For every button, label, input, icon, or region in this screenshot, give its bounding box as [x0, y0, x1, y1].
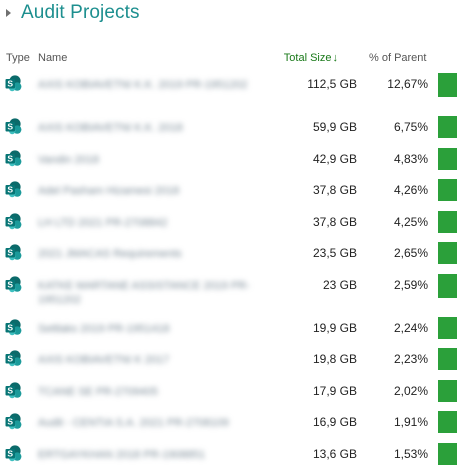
table-row[interactable]: S Audit - CENTIA S.A. 2021 PR-2708109 16,9…	[0, 410, 468, 442]
row-name[interactable]: AXIS KOBIAVETNI K.K. 2018	[38, 121, 258, 135]
row-percent-of-parent: 1,53%	[394, 447, 428, 461]
table-row[interactable]: S Vandin 2018 42,9 GB 4,83%	[0, 147, 468, 179]
row-percent-of-parent: 2,23%	[394, 352, 428, 366]
row-total-size: 23 GB	[323, 278, 357, 292]
svg-text:S: S	[7, 279, 13, 289]
column-header-percent-of-parent[interactable]: % of Parent	[369, 50, 426, 66]
row-total-size: 37,8 GB	[313, 215, 357, 229]
percent-bar	[438, 116, 457, 138]
svg-text:S: S	[7, 216, 13, 226]
row-total-size: 42,9 GB	[313, 152, 357, 166]
column-header-type[interactable]: Type	[6, 50, 30, 66]
svg-text:S: S	[7, 322, 13, 332]
projects-list: S AXIS KOBIAVETNI K.K. 2019 PR-1951202 112…	[0, 72, 468, 473]
percent-bar	[438, 443, 457, 465]
row-total-size: 13,6 GB	[313, 447, 357, 461]
sharepoint-site-icon: S	[5, 350, 22, 367]
section-header-audit-projects[interactable]: Audit Projects	[6, 0, 140, 26]
table-row[interactable]: S AXIS KOBIAVETNI K 2017 19,8 GB 2,23%	[0, 347, 468, 379]
percent-bar	[438, 73, 457, 97]
svg-text:S: S	[7, 417, 13, 427]
row-total-size: 59,9 GB	[313, 120, 357, 134]
row-percent-of-parent: 1,91%	[394, 415, 428, 429]
svg-text:S: S	[7, 385, 13, 395]
sharepoint-site-icon: S	[5, 181, 22, 198]
row-percent-of-parent: 2,59%	[394, 278, 428, 292]
table-row[interactable]: S LH LTD 2021 PR-2708842 37,8 GB 4,25%	[0, 210, 468, 242]
percent-bar	[438, 411, 457, 433]
column-header-total-size[interactable]: Total Size↓	[284, 50, 338, 66]
percent-bar	[438, 148, 457, 170]
row-name[interactable]: Vandin 2018	[38, 153, 258, 167]
row-percent-of-parent: 4,26%	[394, 183, 428, 197]
row-percent-of-parent: 2,65%	[394, 246, 428, 260]
row-name[interactable]: Adel Pasham Hizamesi 2018	[38, 184, 258, 198]
sharepoint-site-icon: S	[5, 413, 22, 430]
sharepoint-site-icon: S	[5, 276, 22, 293]
table-row[interactable]: S ERTGAYKHAN 2018 PR-1908851 13,6 GB 1,53%	[0, 442, 468, 473]
row-percent-of-parent: 6,75%	[394, 120, 428, 134]
percent-bar	[438, 274, 457, 298]
sharepoint-site-icon: S	[5, 382, 22, 399]
row-name[interactable]: Audit - CENTIA S.A. 2021 PR-2708109	[38, 416, 258, 430]
table-row[interactable]: S Adel Pasham Hizamesi 2018 37,8 GB 4,26%	[0, 178, 468, 210]
expand-collapse-triangle-icon[interactable]	[6, 9, 11, 17]
sharepoint-site-icon: S	[5, 244, 22, 261]
percent-bar	[438, 211, 457, 233]
row-total-size: 19,8 GB	[313, 352, 357, 366]
row-name[interactable]: TCANE SE PR-2709405	[38, 385, 258, 399]
sharepoint-site-icon: S	[5, 150, 22, 167]
svg-text:S: S	[7, 248, 13, 258]
table-row[interactable]: S Settlaks 2019 PR-1951418 19,9 GB 2,24%	[0, 316, 468, 348]
row-total-size: 16,9 GB	[313, 415, 357, 429]
percent-bar	[438, 179, 457, 201]
svg-text:S: S	[7, 122, 13, 132]
svg-text:S: S	[7, 185, 13, 195]
row-percent-of-parent: 4,83%	[394, 152, 428, 166]
row-percent-of-parent: 12,67%	[387, 77, 428, 91]
sharepoint-site-icon: S	[5, 118, 22, 135]
row-total-size: 19,9 GB	[313, 321, 357, 335]
row-name[interactable]: ERTGAYKHAN 2018 PR-1908851	[38, 448, 258, 462]
percent-bar	[438, 242, 457, 264]
percent-bar	[438, 380, 457, 402]
row-total-size: 23,5 GB	[313, 246, 357, 260]
row-name[interactable]: AXIS KOBIAVETNI K 2017	[38, 353, 258, 367]
sharepoint-site-icon: S	[5, 75, 22, 92]
table-row[interactable]: S AXIS KOBIAVETNI K.K. 2018 59,9 GB 6,75%	[0, 115, 468, 147]
svg-text:S: S	[7, 354, 13, 364]
table-row[interactable]: S KATKE MARTANE ASSISTANCE 2019 PR-195120…	[0, 273, 468, 316]
column-header-total-size-label: Total Size	[284, 52, 332, 64]
percent-bar	[438, 317, 457, 339]
row-name[interactable]: LH LTD 2021 PR-2708842	[38, 216, 258, 230]
svg-text:S: S	[7, 153, 13, 163]
svg-text:S: S	[7, 448, 13, 458]
table-row[interactable]: S TCANE SE PR-2709405 17,9 GB 2,02%	[0, 379, 468, 411]
row-name[interactable]: KATKE MARTANE ASSISTANCE 2019 PR-1951202	[38, 279, 258, 307]
sharepoint-site-icon: S	[5, 319, 22, 336]
section-title: Audit Projects	[21, 2, 140, 24]
sharepoint-site-icon: S	[5, 445, 22, 462]
row-percent-of-parent: 4,25%	[394, 215, 428, 229]
table-row[interactable]: S AXIS KOBIAVETNI K.K. 2019 PR-1951202 112…	[0, 72, 468, 115]
row-name[interactable]: AXIS KOBIAVETNI K.K. 2019 PR-1951202	[38, 78, 258, 92]
percent-bar	[438, 348, 457, 370]
sharepoint-site-icon: S	[5, 213, 22, 230]
row-name[interactable]: 2021 JMACAS Requirements	[38, 247, 258, 261]
row-name[interactable]: Settlaks 2019 PR-1951418	[38, 322, 258, 336]
row-total-size: 17,9 GB	[313, 384, 357, 398]
svg-text:S: S	[7, 79, 13, 89]
column-header-name[interactable]: Name	[38, 50, 67, 66]
sort-descending-arrow-icon: ↓	[333, 52, 339, 64]
row-total-size: 37,8 GB	[313, 183, 357, 197]
row-percent-of-parent: 2,24%	[394, 321, 428, 335]
row-total-size: 112,5 GB	[307, 77, 357, 91]
table-row[interactable]: S 2021 JMACAS Requirements 23,5 GB 2,65%	[0, 241, 468, 273]
row-percent-of-parent: 2,02%	[394, 384, 428, 398]
